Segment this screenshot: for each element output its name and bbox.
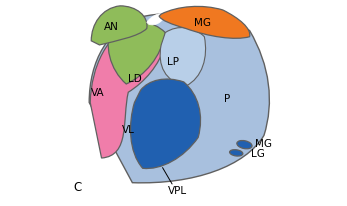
PathPatch shape xyxy=(130,80,201,169)
Text: MG: MG xyxy=(255,138,272,148)
Text: AN: AN xyxy=(104,22,119,32)
Text: VA: VA xyxy=(91,88,104,98)
PathPatch shape xyxy=(89,14,269,183)
PathPatch shape xyxy=(108,22,165,85)
PathPatch shape xyxy=(147,14,165,26)
PathPatch shape xyxy=(91,7,147,46)
Text: LD: LD xyxy=(128,74,141,83)
Text: VL: VL xyxy=(122,125,135,135)
Text: P: P xyxy=(224,94,230,104)
Text: C: C xyxy=(73,180,82,193)
Text: VPL: VPL xyxy=(168,185,187,195)
PathPatch shape xyxy=(160,28,205,87)
Text: MG: MG xyxy=(194,18,211,28)
Text: LP: LP xyxy=(168,57,179,67)
Ellipse shape xyxy=(237,141,252,149)
Text: LG: LG xyxy=(251,149,264,159)
PathPatch shape xyxy=(159,7,250,39)
PathPatch shape xyxy=(90,25,165,158)
Ellipse shape xyxy=(230,150,243,156)
